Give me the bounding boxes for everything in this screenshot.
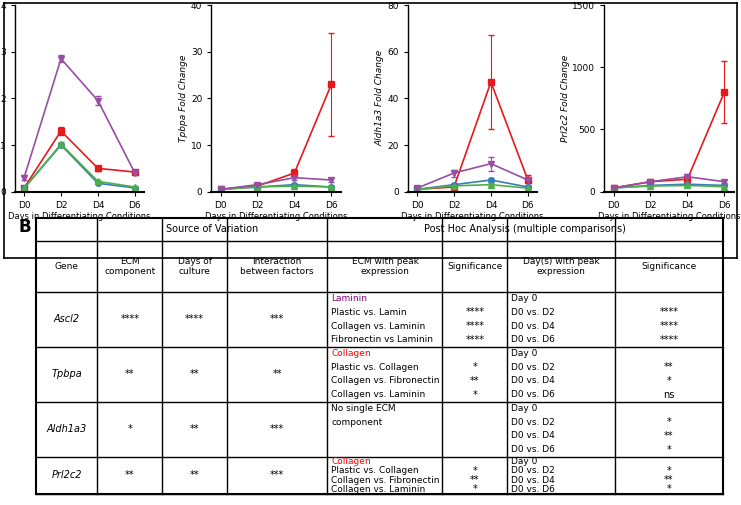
Text: D0 vs. D6: D0 vs. D6	[511, 485, 555, 494]
Text: ****: ****	[659, 308, 679, 317]
Text: Post Hoc Analysis (multiple comparisons): Post Hoc Analysis (multiple comparisons)	[424, 225, 626, 234]
Text: *: *	[473, 466, 477, 476]
Text: Collagen vs. Laminin: Collagen vs. Laminin	[331, 390, 425, 399]
Text: ECM
component: ECM component	[104, 257, 156, 276]
Text: Tpbpa: Tpbpa	[52, 369, 82, 379]
Text: Source of Variation: Source of Variation	[167, 225, 259, 234]
Text: ****: ****	[465, 321, 485, 331]
Text: D0 vs. D4: D0 vs. D4	[511, 476, 554, 485]
Text: ****: ****	[185, 314, 204, 324]
Text: D0 vs. D2: D0 vs. D2	[511, 308, 554, 317]
Text: ****: ****	[465, 308, 485, 317]
Text: *: *	[666, 376, 671, 386]
Text: **: **	[273, 369, 282, 379]
Text: **: **	[664, 431, 674, 441]
Text: ***: ***	[270, 424, 285, 434]
Text: ****: ****	[659, 321, 679, 331]
Text: *: *	[666, 484, 671, 494]
Text: Aldh1a3: Aldh1a3	[47, 424, 87, 434]
Text: **: **	[664, 475, 674, 485]
Text: Collagen: Collagen	[331, 457, 370, 466]
Text: Gene: Gene	[55, 262, 79, 271]
Text: component: component	[331, 418, 382, 427]
Text: **: **	[190, 424, 199, 434]
Text: D0 vs. D4: D0 vs. D4	[511, 377, 554, 385]
Text: D0 vs. D2: D0 vs. D2	[511, 418, 554, 427]
Text: Significance: Significance	[448, 262, 502, 271]
Text: D0 vs. D4: D0 vs. D4	[511, 322, 554, 331]
Text: ns: ns	[663, 390, 674, 400]
Y-axis label: Prl2c2 Fold Change: Prl2c2 Fold Change	[560, 55, 570, 142]
Y-axis label: Aldh1a3 Fold Change: Aldh1a3 Fold Change	[376, 50, 385, 146]
Text: **: **	[190, 369, 199, 379]
Text: ***: ***	[270, 470, 285, 480]
Text: D0 vs. D2: D0 vs. D2	[511, 363, 554, 372]
Text: Day 0: Day 0	[511, 294, 537, 303]
Text: Laminin: Laminin	[331, 294, 367, 303]
Text: D0 vs. D4: D0 vs. D4	[511, 431, 554, 440]
Text: Collagen vs. Laminin: Collagen vs. Laminin	[331, 485, 425, 494]
Text: **: **	[664, 362, 674, 372]
Text: Day 0: Day 0	[511, 404, 537, 413]
Text: *: *	[473, 390, 477, 400]
Text: Interaction
between factors: Interaction between factors	[240, 257, 314, 276]
Text: Collagen vs. Fibronectin: Collagen vs. Fibronectin	[331, 476, 439, 485]
Text: ****: ****	[120, 314, 139, 324]
Text: Day 0: Day 0	[511, 457, 537, 466]
Text: Ascl2: Ascl2	[54, 314, 80, 324]
Text: D0 vs. D6: D0 vs. D6	[511, 445, 555, 454]
Text: Plastic vs. Collagen: Plastic vs. Collagen	[331, 363, 419, 372]
Text: D0 vs. D2: D0 vs. D2	[511, 466, 554, 475]
Text: **: **	[125, 369, 135, 379]
Text: Plastic vs. Lamin: Plastic vs. Lamin	[331, 308, 407, 317]
Text: **: **	[190, 470, 199, 480]
Text: Day 0: Day 0	[511, 349, 537, 358]
X-axis label: Days in Differentiating Conditions: Days in Differentiating Conditions	[598, 213, 740, 222]
Text: **: **	[470, 376, 479, 386]
Text: Collagen vs. Laminin: Collagen vs. Laminin	[331, 322, 425, 331]
Text: Significance: Significance	[641, 262, 697, 271]
Text: Plastic vs. Collagen: Plastic vs. Collagen	[331, 466, 419, 475]
Text: *: *	[666, 445, 671, 455]
X-axis label: Days in Differentiating Conditions: Days in Differentiating Conditions	[8, 213, 150, 222]
Text: ****: ****	[659, 335, 679, 345]
Text: Days of
culture: Days of culture	[178, 257, 211, 276]
Text: No single ECM: No single ECM	[331, 404, 396, 413]
Text: D0 vs. D6: D0 vs. D6	[511, 390, 555, 399]
Text: *: *	[127, 424, 132, 434]
Text: ECM with peak
expression: ECM with peak expression	[351, 257, 419, 276]
Text: D0 vs. D6: D0 vs. D6	[511, 335, 555, 344]
Text: *: *	[666, 417, 671, 427]
Text: B: B	[19, 218, 31, 236]
Text: **: **	[470, 475, 479, 485]
Text: Collagen vs. Fibronectin: Collagen vs. Fibronectin	[331, 377, 439, 385]
Text: Collagen: Collagen	[331, 349, 370, 358]
X-axis label: Days in Differentiating Conditions: Days in Differentiating Conditions	[401, 213, 544, 222]
Text: Fibronectin vs Laminin: Fibronectin vs Laminin	[331, 335, 433, 344]
Text: ****: ****	[465, 335, 485, 345]
X-axis label: Days in Differentiating Conditions: Days in Differentiating Conditions	[205, 213, 348, 222]
Text: *: *	[473, 484, 477, 494]
Text: **: **	[125, 470, 135, 480]
Text: *: *	[473, 362, 477, 372]
Y-axis label: Tpbpa Fold Change: Tpbpa Fold Change	[179, 55, 188, 142]
Text: Prl2c2: Prl2c2	[52, 470, 82, 480]
Text: *: *	[666, 466, 671, 476]
Text: Day(s) with peak
expression: Day(s) with peak expression	[522, 257, 599, 276]
Text: ***: ***	[270, 314, 285, 324]
